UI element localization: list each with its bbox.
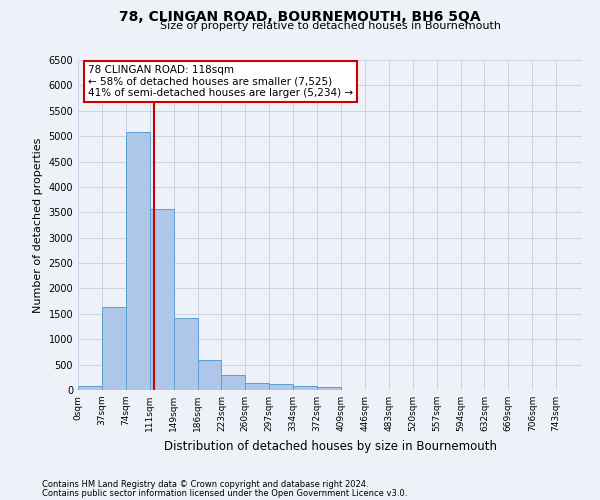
Text: Contains HM Land Registry data © Crown copyright and database right 2024.: Contains HM Land Registry data © Crown c… xyxy=(42,480,368,489)
Text: Contains public sector information licensed under the Open Government Licence v3: Contains public sector information licen… xyxy=(42,488,407,498)
Y-axis label: Number of detached properties: Number of detached properties xyxy=(33,138,43,312)
Bar xyxy=(245,382,269,390)
Bar xyxy=(197,360,221,390)
Bar xyxy=(173,318,197,390)
X-axis label: Distribution of detached houses by size in Bournemouth: Distribution of detached houses by size … xyxy=(163,440,497,452)
Text: 78 CLINGAN ROAD: 118sqm
← 58% of detached houses are smaller (7,525)
41% of semi: 78 CLINGAN ROAD: 118sqm ← 58% of detache… xyxy=(88,65,353,98)
Bar xyxy=(221,375,245,390)
Bar xyxy=(78,386,102,390)
Title: Size of property relative to detached houses in Bournemouth: Size of property relative to detached ho… xyxy=(160,22,500,32)
Bar xyxy=(150,209,173,390)
Bar xyxy=(269,384,293,390)
Bar xyxy=(126,132,150,390)
Bar xyxy=(317,388,341,390)
Text: 78, CLINGAN ROAD, BOURNEMOUTH, BH6 5QA: 78, CLINGAN ROAD, BOURNEMOUTH, BH6 5QA xyxy=(119,10,481,24)
Bar xyxy=(102,307,126,390)
Bar xyxy=(293,386,317,390)
